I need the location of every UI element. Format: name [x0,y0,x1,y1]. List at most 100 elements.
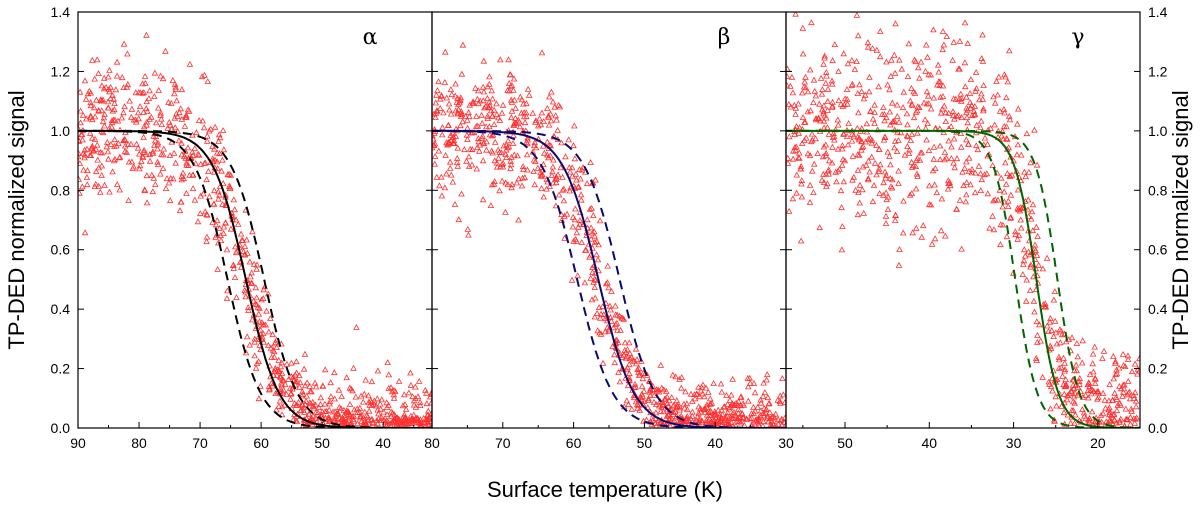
data-point [809,167,816,174]
data-point [970,111,978,118]
data-point [100,2,105,7]
data-point [416,398,424,405]
data-point [844,141,852,148]
data-point [967,76,975,82]
data-point [620,315,628,322]
data-point [166,197,174,204]
data-point [1017,177,1025,184]
data-point [629,386,636,393]
data-point [634,401,642,408]
data-point [804,88,812,95]
data-point [882,220,890,226]
data-point [83,145,91,152]
data-point [1110,352,1117,359]
data-point [1089,360,1096,367]
data-point [116,153,124,160]
data-point [136,103,144,109]
data-point [404,420,411,427]
data-point [346,384,354,391]
data-point [123,149,130,155]
y-tick-label-right: 0.4 [1148,301,1168,317]
data-point [871,159,879,166]
data-point [214,165,221,172]
data-point [971,111,979,117]
data-point [143,199,151,206]
data-point [1047,405,1054,412]
data-point [576,220,584,227]
data-point [392,388,399,394]
data-point [306,382,314,389]
data-point [772,410,779,417]
data-point [1088,408,1096,415]
data-point [929,167,937,174]
data-point [977,117,985,124]
data-point [519,163,527,169]
data-point [1014,235,1021,242]
data-point [1030,297,1038,304]
data-point [760,404,768,411]
data-point [853,58,860,64]
data-point [1094,395,1101,402]
data-point [871,119,878,126]
data-point [154,161,162,167]
data-point [473,112,480,119]
data-point [464,225,472,232]
data-point [733,417,741,424]
data-point [1031,126,1038,133]
data-point [795,154,802,161]
data-point [1113,370,1121,377]
data-point [245,307,252,313]
data-point [900,88,908,95]
data-point [478,134,486,141]
panel-3: 50 40 30 20γ [785,11,1141,451]
data-point [375,415,382,422]
data-point [557,164,564,171]
data-point [652,419,659,426]
data-point [663,387,670,394]
data-point [1058,402,1065,409]
data-point [455,101,462,107]
data-point [674,403,682,410]
data-point [1059,372,1066,379]
y-tick-label-left: 0.8 [51,182,71,198]
data-point [776,392,784,399]
data-point [265,328,273,335]
data-point [464,136,471,142]
data-point [433,91,440,98]
data-point [591,232,598,239]
data-point [508,107,516,114]
data-point [706,409,713,416]
data-point [1131,419,1139,426]
data-point [735,405,742,412]
data-point [93,141,101,148]
data-point [255,395,263,402]
data-point [882,212,890,219]
data-point [975,162,983,169]
data-point [195,117,203,123]
data-point [737,393,745,400]
data-point [503,154,510,161]
data-point [1071,420,1078,426]
data-point [378,396,386,403]
data-point [443,94,450,101]
data-point [1047,314,1054,321]
data-point [439,124,446,131]
data-point [908,190,916,196]
data-point [596,314,604,321]
data-point [432,110,438,117]
data-point [530,168,537,174]
data-point [209,218,216,225]
data-point [515,175,522,182]
data-point [746,415,754,422]
data-point [699,390,706,397]
data-point [1027,263,1034,270]
data-point [903,110,911,117]
data-point [986,224,993,231]
data-point [966,99,974,105]
data-point [396,420,404,427]
data-point [350,412,358,419]
data-point [549,98,557,105]
data-point [831,136,838,143]
data-point [971,102,979,109]
data-point [435,78,442,85]
